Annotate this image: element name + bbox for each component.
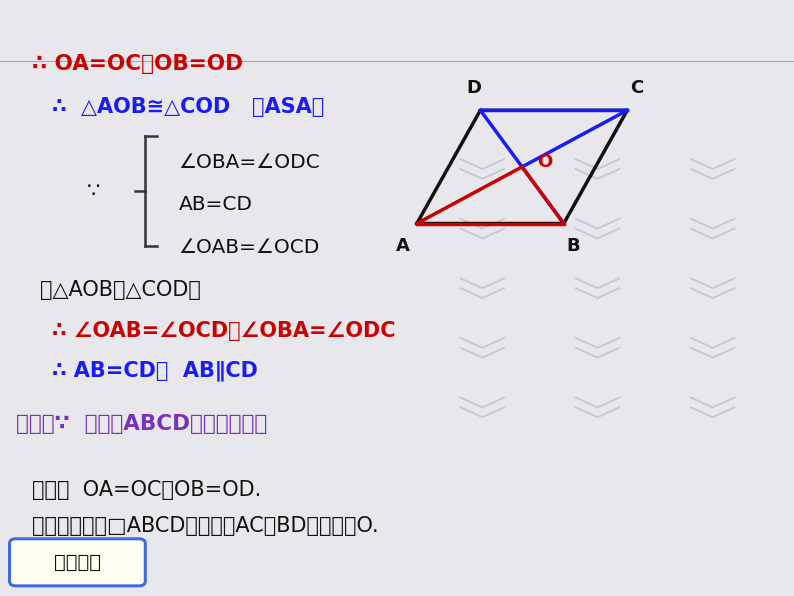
- Text: A: A: [395, 237, 410, 254]
- Text: ∵: ∵: [87, 181, 100, 201]
- Text: 证明性质: 证明性质: [53, 552, 101, 572]
- Text: AB=CD: AB=CD: [179, 195, 252, 215]
- Text: ∴ AB=CD，  AB∥CD: ∴ AB=CD， AB∥CD: [52, 361, 257, 381]
- Text: ∴ ∠OAB=∠OCD，∠OBA=∠ODC: ∴ ∠OAB=∠OCD，∠OBA=∠ODC: [52, 321, 395, 341]
- Text: D: D: [467, 79, 481, 97]
- Text: ∠OAB=∠OCD: ∠OAB=∠OCD: [179, 238, 320, 257]
- Text: C: C: [630, 79, 643, 97]
- Text: B: B: [566, 237, 580, 254]
- Text: 在△AOB和△COD中: 在△AOB和△COD中: [40, 280, 201, 300]
- Text: ∠OBA=∠ODC: ∠OBA=∠ODC: [179, 153, 321, 172]
- Text: ∴  △AOB≅△COD   （ASA）: ∴ △AOB≅△COD （ASA）: [52, 97, 324, 117]
- Text: O: O: [537, 153, 552, 171]
- FancyBboxPatch shape: [10, 539, 145, 586]
- Text: 证明：∵  四边形ABCD是平行四边形: 证明：∵ 四边形ABCD是平行四边形: [16, 414, 267, 434]
- Text: 已知：如图，□ABCD的对角线AC、BD相交于点O.: 已知：如图，□ABCD的对角线AC、BD相交于点O.: [32, 516, 379, 536]
- Text: 求证：  OA=OC，OB=OD.: 求证： OA=OC，OB=OD.: [32, 480, 261, 500]
- Text: ∴ OA=OC，OB=OD: ∴ OA=OC，OB=OD: [32, 54, 243, 74]
